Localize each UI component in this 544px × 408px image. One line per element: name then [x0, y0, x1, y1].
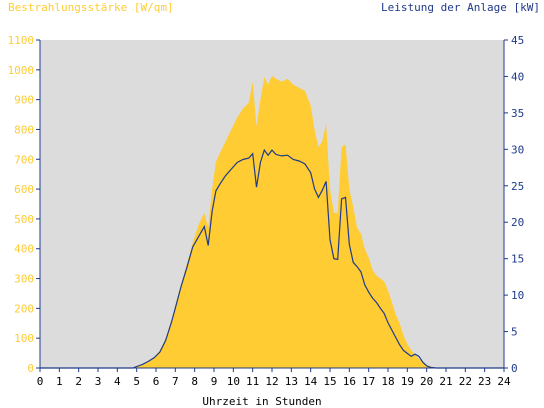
right-tick-label: 30	[511, 143, 524, 156]
right-tick-label: 0	[511, 362, 518, 375]
x-tick-label: 17	[362, 375, 375, 388]
left-tick-label: 1000	[8, 64, 35, 77]
left-tick-labels: 0 100 200 300 400 500 600 700 800 900 1000 1100	[8, 34, 35, 375]
left-tick-label: 800	[14, 123, 34, 136]
left-tick-label: 900	[14, 94, 34, 107]
right-tick-label: 45	[511, 34, 524, 47]
x-tick-label: 4	[114, 375, 121, 388]
x-tick-labels: 0 1 2 3 4 5 6 7 8 9 10 11 12 13 14 15 16 17 18 19 20 21 22 23 24	[37, 375, 511, 388]
x-tick-label: 18	[381, 375, 394, 388]
left-tick-label: 500	[14, 213, 34, 226]
power-line	[40, 148, 504, 369]
left-tick-label: 0	[27, 362, 34, 375]
right-tick-label: 20	[511, 216, 524, 229]
left-tick-label: 600	[14, 183, 34, 196]
x-tick-label: 13	[285, 375, 298, 388]
x-tick-label: 19	[401, 375, 414, 388]
left-tick-label: 1100	[8, 34, 35, 47]
left-tick-label: 700	[14, 153, 34, 166]
x-tick-label: 9	[211, 375, 218, 388]
x-tick-label: 1	[56, 375, 63, 388]
left-axis-title: Bestrahlungsstärke [W/qm]	[8, 1, 174, 14]
x-tick-label: 2	[75, 375, 82, 388]
left-tick-label: 400	[14, 243, 34, 256]
x-tick-label: 22	[459, 375, 472, 388]
irradiance-area	[40, 75, 504, 369]
x-axis-label: Uhrzeit in Stunden	[202, 395, 321, 408]
series-layer	[40, 75, 504, 369]
x-tick-label: 21	[439, 375, 452, 388]
left-tick-label: 200	[14, 302, 34, 315]
right-tick-label: 40	[511, 70, 524, 83]
x-tick-label: 15	[323, 375, 336, 388]
x-tick-label: 7	[172, 375, 179, 388]
left-tick-label: 100	[14, 332, 34, 345]
right-tick-label: 25	[511, 180, 524, 193]
left-tick-label: 300	[14, 273, 34, 286]
x-tick-label: 24	[497, 375, 511, 388]
right-tick-label: 35	[511, 107, 524, 120]
x-tick-label: 5	[133, 375, 140, 388]
x-tick-label: 10	[227, 375, 240, 388]
right-tick-label: 15	[511, 253, 524, 266]
x-tick-label: 6	[153, 375, 160, 388]
axes-layer	[36, 39, 508, 372]
x-tick-label: 12	[265, 375, 278, 388]
x-tick-label: 16	[343, 375, 356, 388]
right-axis-title: Leistung der Anlage [kW]	[381, 1, 540, 14]
right-tick-label: 10	[511, 289, 524, 302]
x-tick-label: 0	[37, 375, 44, 388]
x-tick-label: 11	[246, 375, 259, 388]
x-tick-label: 20	[420, 375, 433, 388]
right-tick-labels: 0 5 10 15 20 25 30 35 40 45	[511, 34, 524, 375]
x-tick-label: 3	[95, 375, 102, 388]
right-tick-label: 5	[511, 326, 518, 339]
x-tick-label: 14	[304, 375, 318, 388]
x-tick-label: 8	[191, 375, 198, 388]
x-tick-label: 23	[478, 375, 491, 388]
